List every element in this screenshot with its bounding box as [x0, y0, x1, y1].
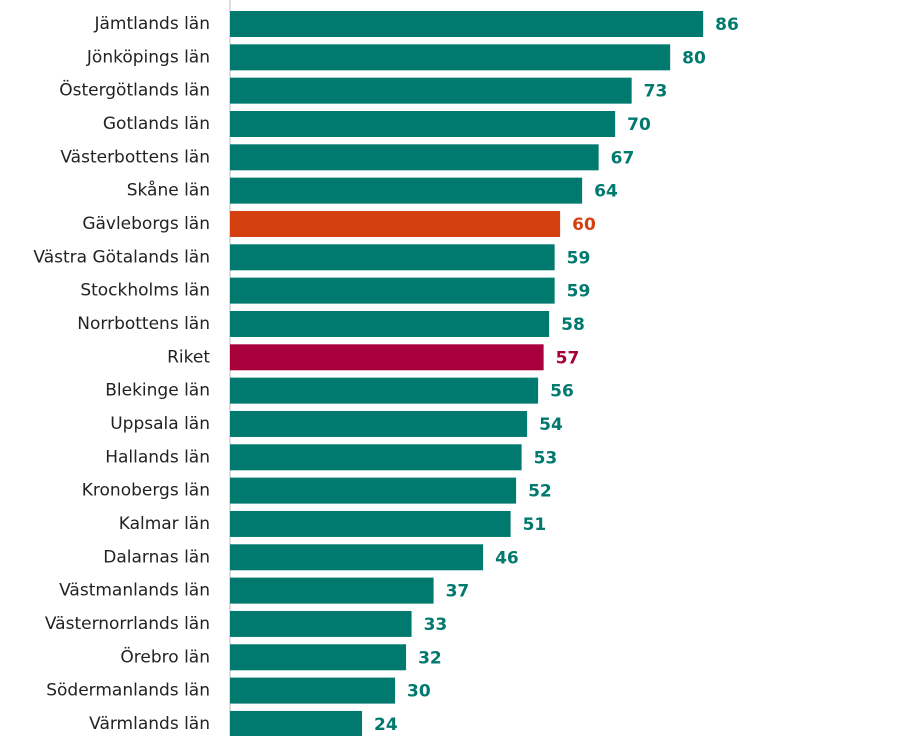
- bar: [230, 110, 616, 137]
- bar: [230, 444, 522, 471]
- value-label: 80: [682, 48, 706, 68]
- category-label: Skåne län: [127, 180, 210, 201]
- value-label: 52: [528, 482, 552, 502]
- value-label: 86: [715, 15, 739, 35]
- bar: [230, 710, 363, 736]
- bar: [230, 77, 632, 104]
- category-label: Kronobergs län: [82, 481, 210, 501]
- category-label: Värmlands län: [89, 714, 210, 734]
- bar: [230, 177, 583, 204]
- category-label: Örebro län: [120, 645, 210, 667]
- bar: [230, 310, 550, 337]
- bar: [230, 577, 434, 604]
- bar: [230, 677, 396, 704]
- category-label: Stockholms län: [80, 281, 210, 301]
- bar: [230, 44, 671, 71]
- value-label: 57: [556, 348, 580, 368]
- value-label: 46: [495, 548, 519, 568]
- value-label: 33: [424, 615, 448, 635]
- category-label: Gävleborgs län: [82, 214, 210, 234]
- value-label: 30: [407, 682, 431, 702]
- category-label: Jämtlands län: [93, 14, 210, 34]
- value-label: 73: [644, 82, 668, 102]
- bar: [230, 244, 555, 271]
- value-label: 56: [550, 382, 574, 402]
- category-label: Västernorrlands län: [45, 614, 210, 634]
- value-label: 64: [594, 182, 618, 202]
- category-label: Blekinge län: [105, 381, 210, 401]
- value-label: 60: [572, 215, 596, 235]
- value-label: 24: [374, 715, 398, 735]
- category-label: Västmanlands län: [59, 581, 210, 601]
- value-label: 51: [523, 515, 547, 535]
- category-label: Uppsala län: [110, 414, 210, 434]
- value-label: 59: [567, 282, 591, 302]
- bar: [230, 477, 517, 504]
- bar: [230, 210, 561, 237]
- bar: [230, 344, 544, 371]
- bar: [230, 277, 555, 304]
- value-label: 70: [627, 115, 651, 135]
- category-label: Kalmar län: [119, 514, 210, 534]
- bar: [230, 11, 704, 37]
- category-label: Västerbottens län: [60, 147, 210, 167]
- bar: [230, 544, 484, 571]
- category-label: Hallands län: [105, 447, 210, 467]
- category-label: Jönköpings län: [86, 47, 210, 67]
- value-label: 58: [561, 315, 585, 335]
- category-label: Riket: [167, 347, 210, 367]
- bar: [230, 644, 407, 671]
- category-label: Dalarnas län: [103, 547, 210, 567]
- bar: [230, 377, 539, 404]
- category-label: Södermanlands län: [46, 681, 210, 701]
- value-label: 53: [534, 448, 558, 468]
- category-label: Västra Götalands län: [33, 247, 210, 267]
- bar: [230, 144, 599, 171]
- bar: [230, 410, 528, 437]
- value-label: 67: [611, 148, 635, 168]
- category-label: Norrbottens län: [77, 314, 210, 334]
- value-label: 32: [418, 648, 442, 668]
- category-label: Östergötlands län: [59, 79, 210, 101]
- value-label: 37: [446, 582, 470, 602]
- bar: [230, 510, 511, 537]
- value-label: 54: [539, 415, 563, 435]
- category-label: Gotlands län: [103, 114, 210, 134]
- bar: [230, 610, 412, 637]
- value-label: 59: [567, 248, 591, 268]
